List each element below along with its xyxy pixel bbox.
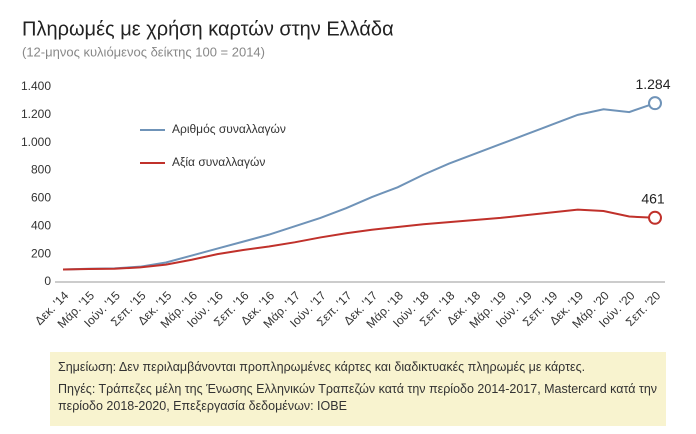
y-tick-label: 1.400 xyxy=(21,79,51,93)
legend-label: Αριθμός συναλλαγών xyxy=(172,122,286,136)
value-label: 1.284 xyxy=(635,76,670,92)
legend-label: Αξία συναλλαγών xyxy=(172,155,265,169)
value-label: 461 xyxy=(641,190,665,206)
y-tick-label: 1.200 xyxy=(21,107,51,121)
series-line xyxy=(62,102,656,271)
y-tick-label: 1.000 xyxy=(21,135,51,149)
chart-subtitle: (12-μηνος κυλιόμενος δείκτης 100 = 2014) xyxy=(22,44,265,59)
chart-title: Πληρωμές με χρήση καρτών στην Ελλάδα xyxy=(22,18,394,40)
source: Πηγές: Τράπεζες μέλη της Ένωσης Ελληνικώ… xyxy=(58,382,658,413)
end-marker xyxy=(648,96,662,111)
y-tick-label: 800 xyxy=(31,163,51,177)
y-tick-label: 400 xyxy=(31,218,51,232)
series-line xyxy=(62,208,656,271)
y-tick-label: 200 xyxy=(31,246,51,260)
end-marker xyxy=(648,210,662,225)
notes-box: Σημείωση: Δεν περιλαμβάνονται προπληρωμέ… xyxy=(50,352,666,426)
note: Σημείωση: Δεν περιλαμβάνονται προπληρωμέ… xyxy=(58,360,586,374)
y-tick-label: 0 xyxy=(44,274,51,288)
y-tick-label: 600 xyxy=(31,191,51,205)
